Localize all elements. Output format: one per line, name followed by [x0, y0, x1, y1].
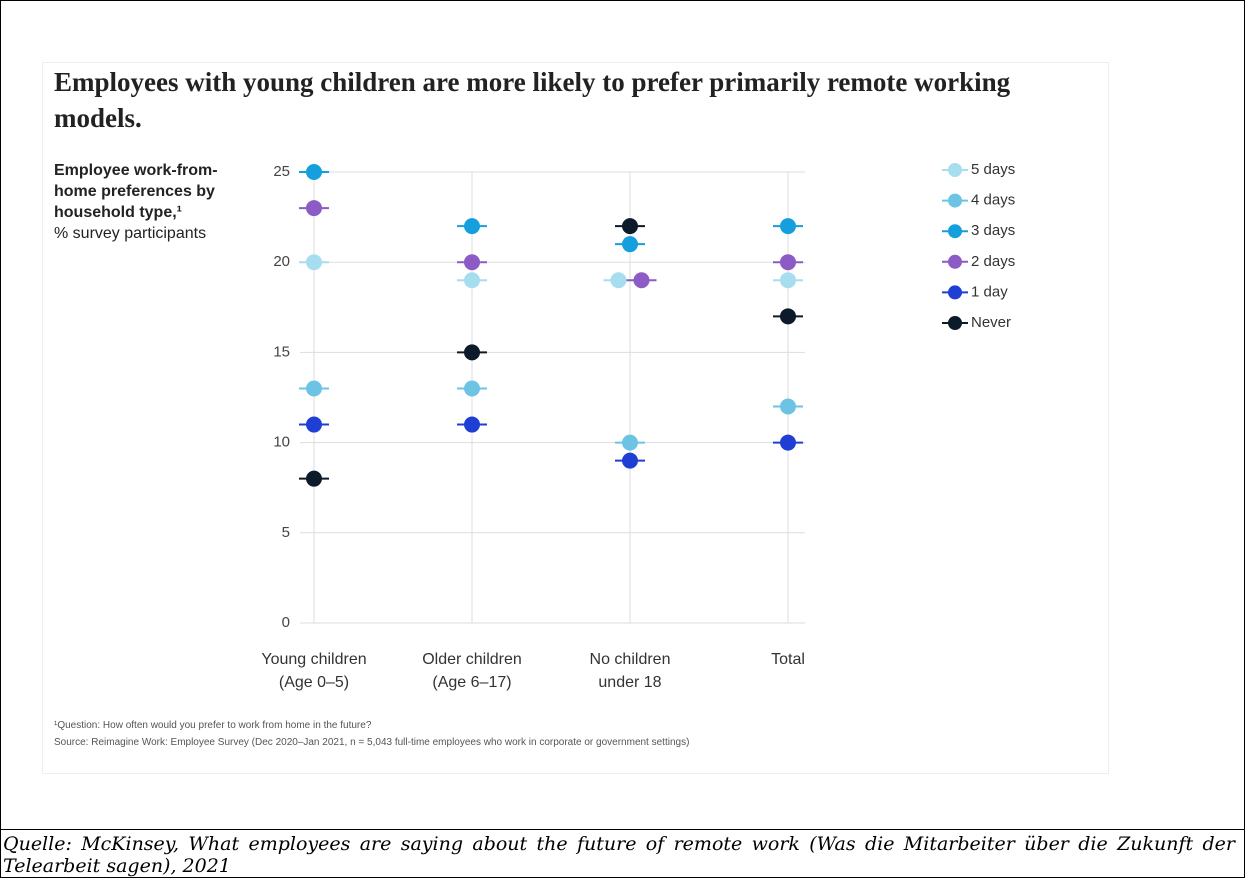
- legend-dot: [948, 224, 962, 239]
- y-tick-label: 0: [282, 614, 290, 631]
- x-tick-label: Young children: [261, 651, 366, 668]
- dot: [780, 218, 796, 235]
- dot: [306, 380, 322, 397]
- dot: [780, 308, 796, 325]
- dot: [622, 218, 638, 235]
- dot: [622, 236, 638, 253]
- x-tick-label: under 18: [598, 674, 661, 691]
- footnote: Source: Reimagine Work: Employee Survey …: [54, 737, 690, 748]
- dot: [306, 200, 322, 217]
- chart-title: Employees with young children are more l…: [54, 67, 1011, 133]
- dot: [464, 218, 480, 235]
- x-tick-label: Older children: [422, 651, 522, 668]
- legend-label: 5 days: [971, 161, 1015, 178]
- x-tick-label: Total: [771, 651, 805, 668]
- dot: [780, 254, 796, 271]
- legend-dot: [948, 285, 962, 300]
- legend-label: 4 days: [971, 192, 1015, 209]
- dot: [464, 344, 480, 361]
- x-tick-label: No children: [590, 651, 671, 668]
- y-tick-label: 10: [273, 434, 290, 451]
- dot: [780, 434, 796, 451]
- dot: [306, 164, 322, 180]
- legend-label: 3 days: [971, 222, 1015, 239]
- dot: [464, 380, 480, 397]
- dot: [780, 398, 796, 415]
- y-tick-label: 15: [273, 343, 290, 360]
- dot: [633, 272, 650, 289]
- chart-card: [42, 62, 1109, 774]
- dot: [306, 254, 322, 271]
- footnote: ¹Question: How often would you prefer to…: [54, 720, 372, 731]
- legend-dot: [948, 193, 962, 208]
- chart: Young children (Age 0–5) Older children (Ag…: [261, 161, 1015, 691]
- y-axis-subtitle: % survey participants: [54, 225, 207, 242]
- x-tick-label: (Age 6–17): [432, 674, 511, 691]
- dot: [306, 470, 322, 487]
- y-tick-label: 20: [273, 253, 290, 270]
- legend-dot: [948, 163, 962, 177]
- dot: [780, 272, 796, 289]
- dot: [622, 434, 638, 451]
- y-tick-label: 25: [273, 163, 290, 180]
- dot: [610, 272, 627, 289]
- dot: [464, 416, 480, 433]
- dot: [306, 416, 322, 433]
- y-axis-title-block: Employee work-from-home preferences by h…: [54, 160, 239, 244]
- dot: [464, 272, 480, 289]
- y-tick-label: 5: [282, 524, 290, 541]
- legend-dot: [948, 254, 962, 269]
- dot: [622, 452, 638, 469]
- x-tick-label: (Age 0–5): [279, 674, 349, 691]
- dot: [464, 254, 480, 271]
- caption: Quelle: McKinsey, What employees are say…: [3, 833, 1235, 877]
- legend-label: 2 days: [971, 253, 1015, 270]
- legend-label: Never: [971, 314, 1011, 331]
- legend-dot: [948, 316, 962, 330]
- legend-label: 1 day: [971, 283, 1008, 300]
- y-axis-title: Employee work-from-home preferences by h…: [54, 162, 218, 221]
